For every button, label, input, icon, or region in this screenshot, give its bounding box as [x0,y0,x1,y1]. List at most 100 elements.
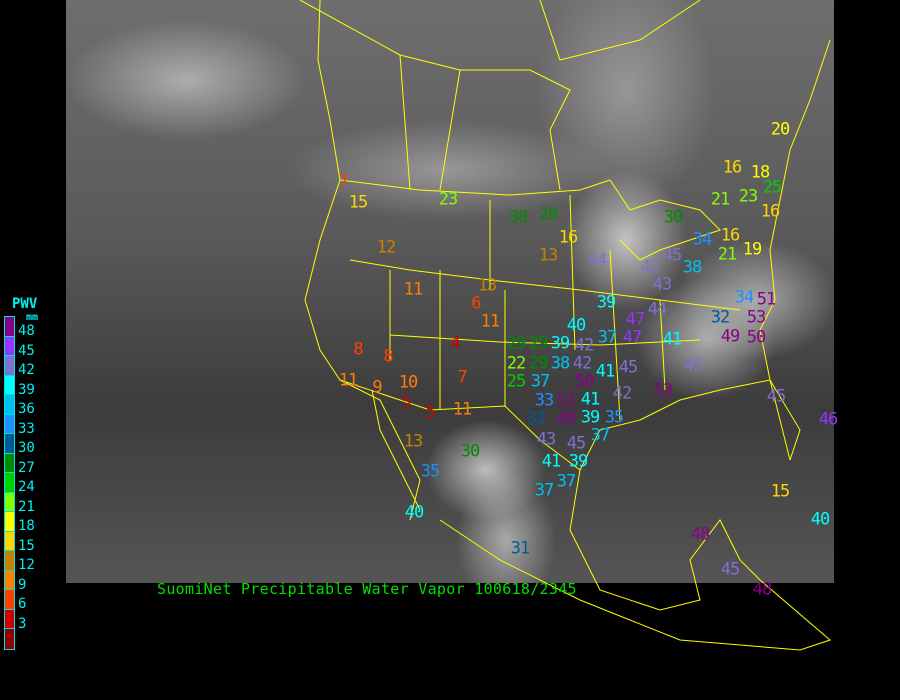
station-pwv-value: 39 [568,451,589,472]
station-pwv-value: 23 [438,189,459,210]
station-pwv-value: 11 [338,370,359,391]
station-pwv-value: 40 [404,502,425,523]
station-pwv-value: 32 [526,408,547,429]
station-pwv-value: 6 [471,293,481,314]
station-pwv-value: 51 [556,390,577,411]
state-lines-2 [389,334,701,346]
station-pwv-value: 29 [528,333,549,354]
station-pwv-value: 45 [662,245,683,266]
legend-label: 9 [18,576,27,593]
legend-swatch [5,590,14,610]
station-pwv-value: 30 [508,207,529,228]
great-lakes [609,179,721,261]
station-pwv-value: 21 [710,189,731,210]
baja [371,389,421,511]
station-pwv-value: 25 [506,371,527,392]
legend-label: 12 [18,557,35,573]
station-pwv-value: 34 [692,229,713,250]
station-pwv-value: 25 [762,177,783,198]
legend-swatch [5,609,14,629]
canada-provinces [299,0,701,191]
station-pwv-value: 9 [372,377,382,398]
legend-swatch [5,531,14,551]
station-pwv-value: 22 [506,353,527,374]
legend-swatch [5,570,14,590]
mexico-coast [439,469,831,651]
station-pwv-value: 15 [348,192,369,213]
station-pwv-value: 45 [566,433,587,454]
station-pwv-value: 37 [530,371,551,392]
legend-swatch [5,473,14,493]
station-pwv-value: 33 [534,390,555,411]
station-pwv-value: 12 [376,237,397,258]
legend-label: 39 [18,381,35,398]
station-pwv-value: 53 [653,380,674,401]
station-pwv-value: 7 [338,172,348,193]
station-pwv-value: 16 [722,157,743,178]
station-pwv-value: 39 [596,292,617,313]
station-pwv-value: 47 [625,309,646,330]
legend-label: 36 [18,401,35,417]
station-pwv-value: 21 [717,244,738,265]
station-pwv-value: 38 [550,353,571,374]
state-lines-3 [389,194,666,421]
legend-swatch [5,395,14,415]
station-pwv-value: 8 [383,346,393,367]
station-pwv-value: 50 [574,371,595,392]
legend-swatch [5,629,14,649]
station-pwv-value: 35 [604,407,625,428]
station-pwv-value: 37 [534,480,555,501]
legend-swatch [5,414,14,434]
station-pwv-value: 45 [683,355,704,376]
station-pwv-value: 40 [566,315,587,336]
legend-label: 15 [18,537,35,554]
legend-label: 3 [18,615,27,632]
station-pwv-value: 4 [450,333,460,354]
legend-swatch [5,551,14,571]
station-pwv-value: 41 [580,389,601,410]
station-pwv-value: 38 [682,257,703,278]
legend-label: 48 [18,323,35,339]
legend-color-bar [4,316,15,650]
legend-swatch [5,434,14,454]
station-pwv-value: 11 [403,279,424,300]
station-pwv-value: 42 [612,383,633,404]
legend-swatch [5,336,14,356]
station-pwv-value: 44 [647,299,668,320]
legend-label: 42 [18,362,35,378]
station-pwv-value: 29 [528,353,549,374]
legend-title: PWV [12,296,38,312]
legend-label: 27 [18,459,35,476]
station-pwv-value: 45 [618,357,639,378]
station-pwv-value: 50 [746,327,767,348]
station-pwv-value: 20 [770,119,791,140]
map-caption: SuomiNet Precipitable Water Vapor 100618… [157,580,577,598]
station-pwv-value: 5 [425,402,435,423]
legend-label: 30 [18,440,35,456]
legend-swatch [5,317,14,337]
station-pwv-value: 13 [403,431,424,452]
station-pwv-value: 15 [770,481,791,502]
satellite-map [66,0,834,583]
station-pwv-value: 16 [760,201,781,222]
legend-swatch [5,453,14,473]
legend-label: 33 [18,420,35,437]
station-pwv-value: 30 [663,207,684,228]
legend-label: 45 [18,342,35,359]
legend-swatch [5,356,14,376]
station-pwv-value: 41 [662,329,683,350]
station-pwv-value: 23 [738,186,759,207]
station-pwv-value: 41 [541,451,562,472]
station-pwv-value: 34 [734,287,755,308]
east-coast [759,39,831,461]
west-coast [304,0,421,521]
station-pwv-value: 45 [720,559,741,580]
station-pwv-value: 18 [750,162,771,183]
station-pwv-value: 46 [818,409,839,430]
station-pwv-value: 48 [556,408,577,429]
station-pwv-value: 43 [652,274,673,295]
station-pwv-value: 13 [477,275,498,296]
legend-label: 18 [18,518,35,534]
station-pwv-value: 41 [595,361,616,382]
